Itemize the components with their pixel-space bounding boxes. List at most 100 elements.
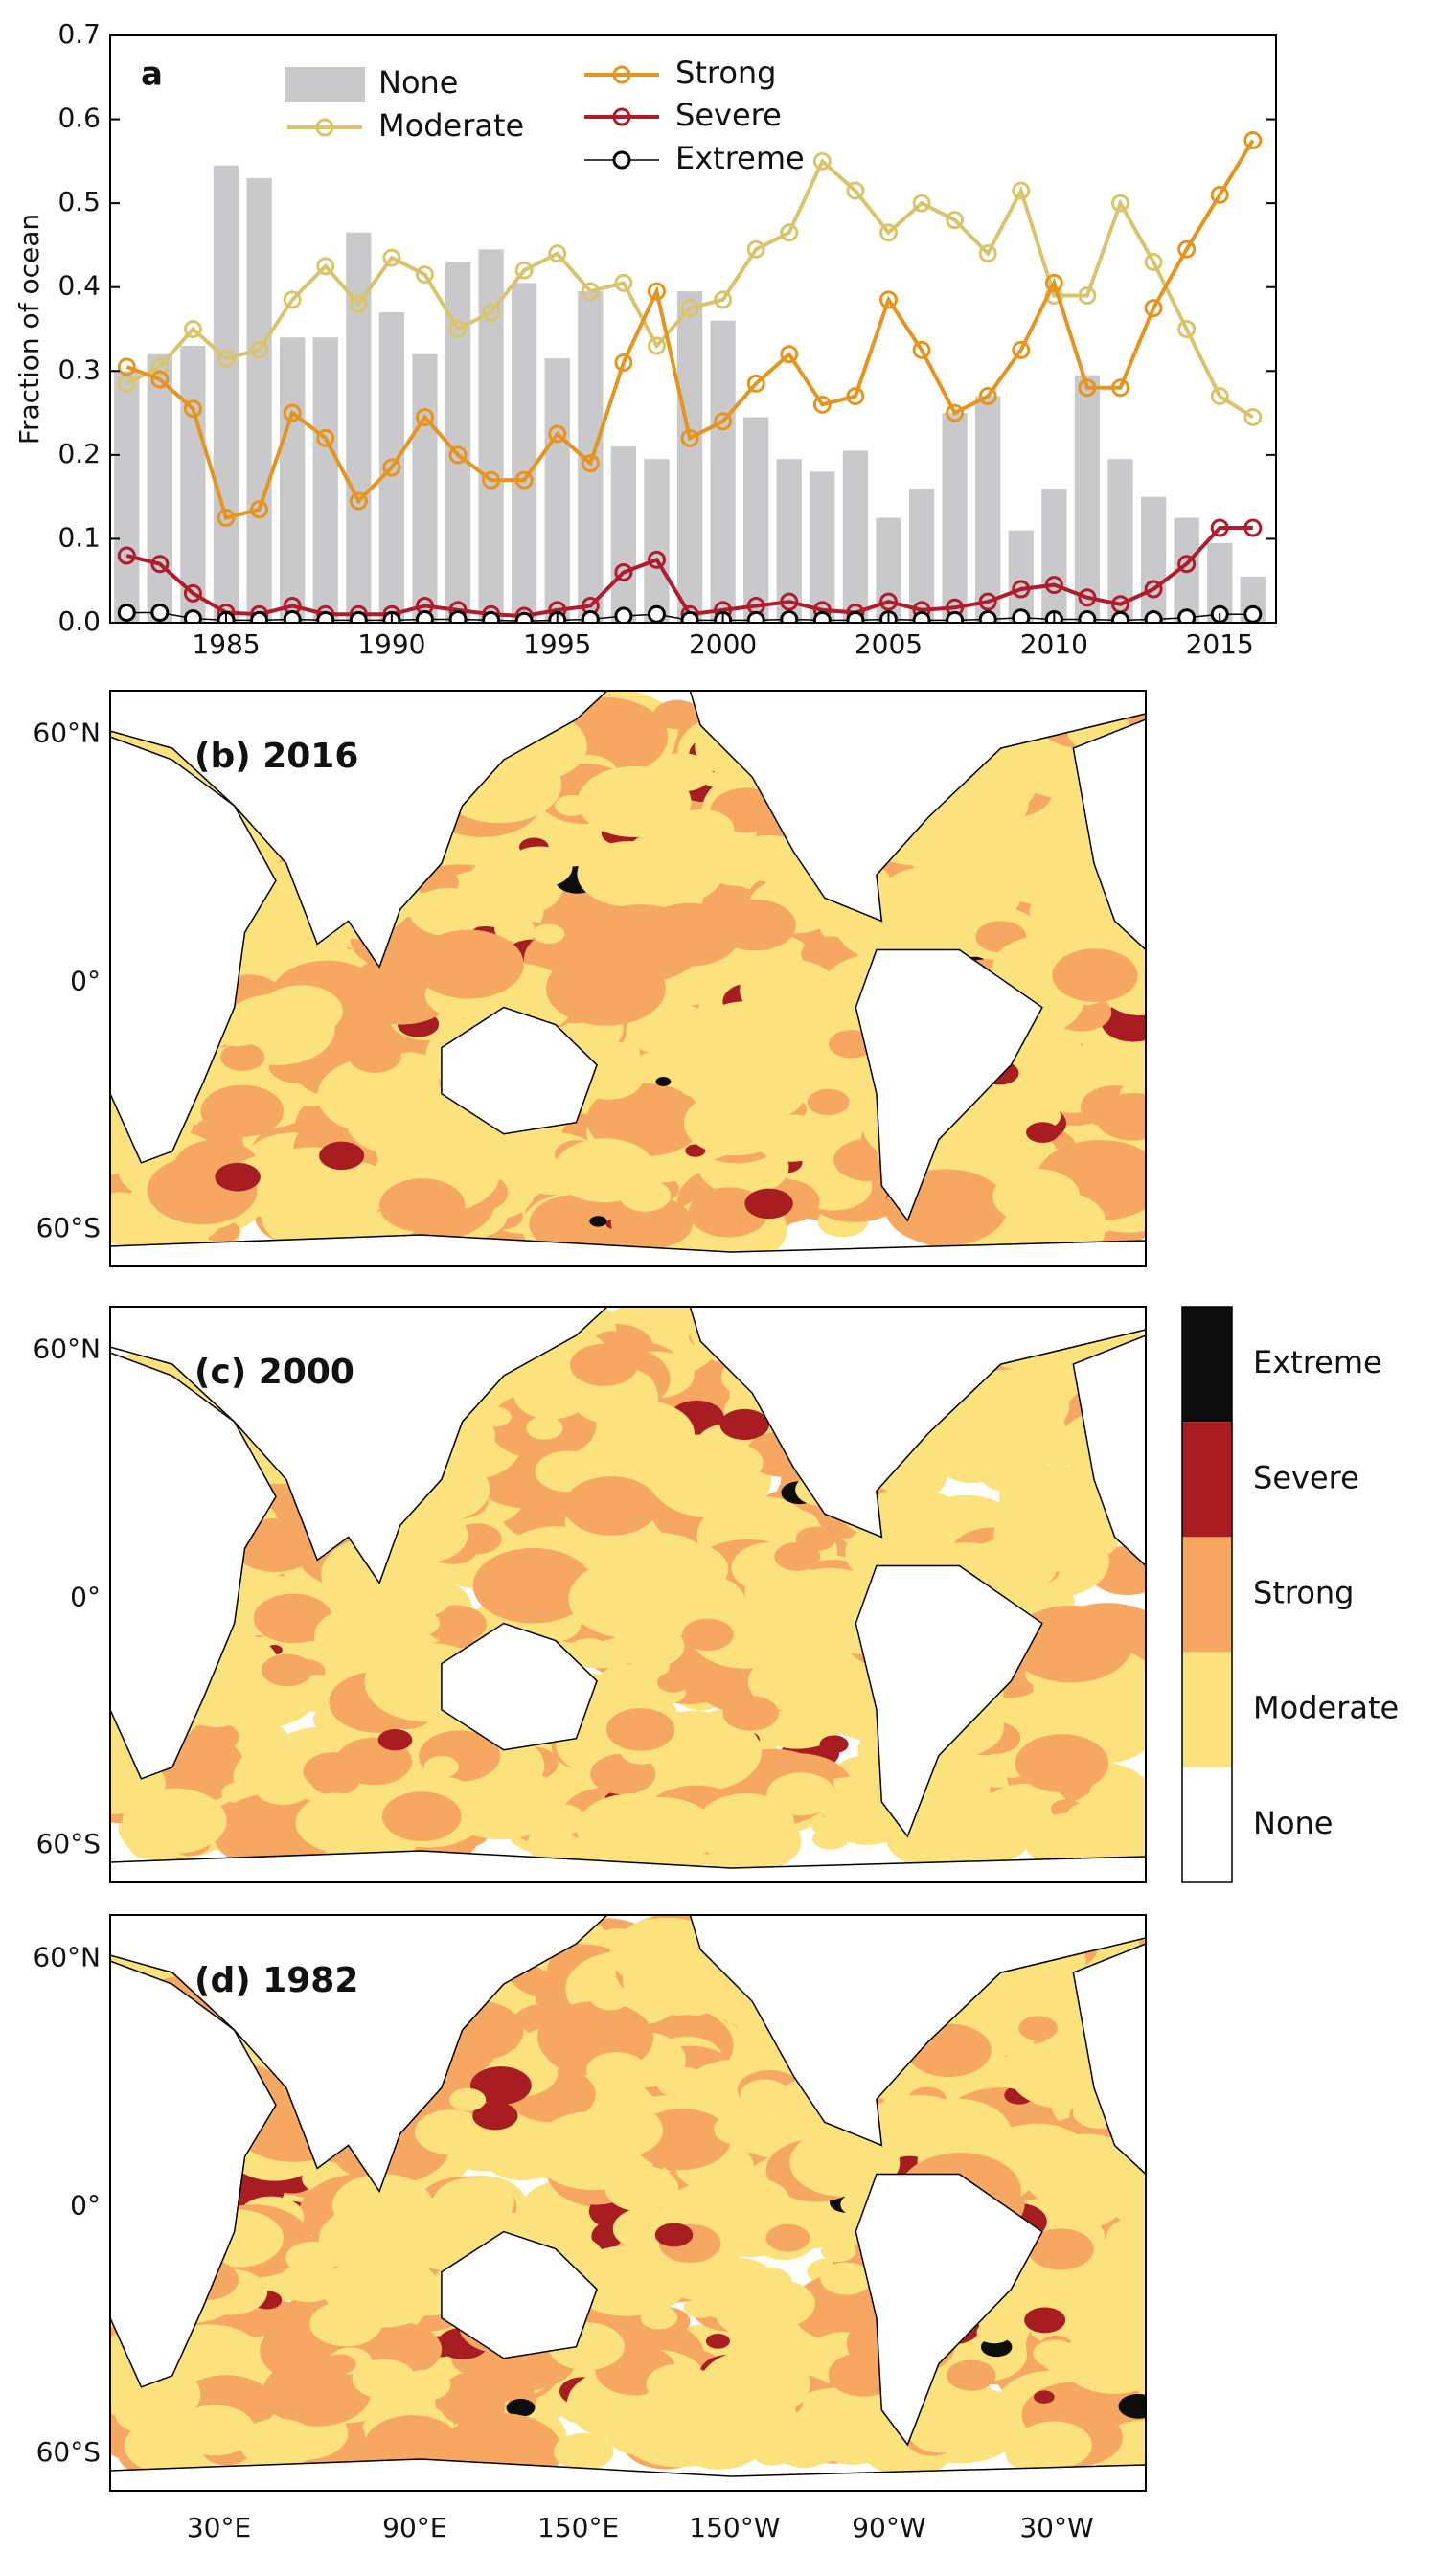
heat-patch [553,1138,656,1203]
marker [780,592,799,611]
heat-patch [425,1605,487,1644]
legend-marker [612,65,631,84]
heat-patch [699,2349,810,2419]
land [689,1307,1146,1539]
marker [878,592,898,611]
heat-patch [719,1408,770,1441]
heat-patch [377,1728,413,1751]
heat-patch [820,2240,856,2263]
marker [746,239,765,259]
heat-patch [971,1959,1101,2040]
colorbar-swatch [1182,1767,1232,1882]
lat-label: 60°S [36,2436,101,2468]
series-line [125,158,1254,420]
bar [1008,530,1034,623]
marker [647,604,666,623]
marker [680,299,699,318]
marker [316,610,335,623]
heat-patch [689,1598,803,1669]
marker [1111,595,1130,614]
bar [743,417,769,623]
heat-patch [309,2301,382,2347]
marker [448,609,468,623]
marker [183,399,202,419]
lat-label: 0° [70,2190,101,2222]
heat-patch [1118,2393,1146,2419]
heat-patch [589,1985,630,2011]
heat-patch [533,923,565,944]
heat-patch [423,1755,459,1778]
heat-patch [1052,2281,1123,2326]
heat-patch [653,699,701,730]
marker [482,470,501,490]
marker [1243,604,1263,623]
lon-label: 30°W [1019,2512,1093,2543]
heat-patch [1027,908,1081,942]
marker [514,611,534,623]
legend-marker [612,150,631,170]
marker [978,609,997,623]
heat-patch [678,1075,714,1097]
bar [412,353,438,623]
y-tick-label: 0.0 [57,605,101,637]
heat-patch [576,2103,663,2158]
bar [942,413,968,623]
bar [1074,375,1101,623]
bar [147,353,172,623]
land [855,948,1043,1222]
heat-patch [716,2292,785,2337]
marker [1210,387,1229,406]
colorbar-label: Strong [1253,1575,1354,1611]
marker [978,592,997,611]
heat-patch [610,1197,694,1249]
heat-patch [1052,948,1138,1002]
marker [614,273,633,292]
heat-patch [765,1016,816,1049]
land [110,736,277,1164]
lat-label: 60°S [36,1828,101,1859]
heat-patch [472,1547,594,1624]
panel-label: (d) 1982 [194,1961,358,2000]
marker [1144,252,1163,271]
marker [150,370,170,389]
heat-patch [622,1944,737,2016]
heat-patch [337,2211,410,2257]
marker [150,603,170,622]
heat-patch [908,2412,973,2453]
marker [878,223,898,242]
heat-patch [479,1406,512,1427]
marker [1243,130,1263,149]
bar [114,371,140,623]
heat-patch [555,794,589,816]
heat-patch [1034,2390,1055,2404]
marker [1111,194,1130,213]
marker [581,282,600,301]
heat-patch [506,2399,536,2417]
land [110,2458,1146,2491]
heat-patch [722,1696,779,1731]
heat-patch [718,2177,790,2223]
marker [183,609,202,623]
colorbar-swatch [1182,1537,1232,1653]
marker [581,609,600,623]
heat-patch [254,1768,312,1806]
land [689,1915,1146,2147]
heat-patch [308,1792,362,1826]
heat-patch [277,2263,340,2303]
y-tick-label: 0.6 [57,103,101,134]
marker [283,403,302,422]
heat-patch [656,1672,690,1693]
heat-patch [655,1077,672,1086]
marker [448,445,468,465]
land [110,1915,608,2194]
bar [975,396,1001,623]
marker [1177,320,1197,338]
legend-marker [315,118,334,137]
land [1072,1334,1146,1567]
map-panel [110,1307,1146,1882]
heat-patch [626,1007,702,1055]
bar [312,337,338,623]
panel-label: (c) 2000 [194,1353,354,1392]
x-tick-label: 1995 [523,628,591,660]
